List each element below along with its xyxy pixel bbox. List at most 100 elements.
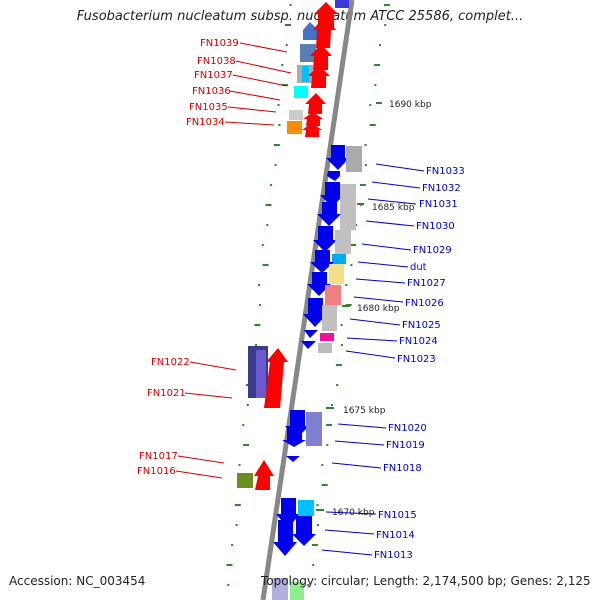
gc-dot (266, 224, 269, 226)
gene-arrow[interactable] (313, 16, 336, 48)
gene-label-right[interactable]: FN1026 (405, 298, 444, 309)
gene-label-right[interactable]: FN1020 (388, 423, 427, 434)
gc-dot (331, 404, 334, 406)
gene-label-right[interactable]: FN1024 (399, 336, 438, 347)
feature-track (237, 0, 362, 600)
gc-dot (234, 504, 241, 506)
gene-block[interactable] (335, 0, 349, 8)
gene-label-left[interactable]: FN1039 (200, 38, 239, 49)
gene-label-right[interactable]: FN1027 (407, 278, 446, 289)
gene-label-left[interactable]: FN1021 (147, 388, 186, 399)
gene-arrow[interactable] (303, 298, 327, 327)
gene-block[interactable] (322, 305, 337, 331)
gene-arrow[interactable] (264, 348, 288, 408)
gene-block[interactable] (298, 500, 314, 516)
gc-dot (226, 564, 233, 566)
gene-arrow[interactable] (273, 520, 297, 556)
gene-arrow[interactable] (302, 123, 322, 137)
gene-block[interactable] (306, 412, 322, 446)
gene-block[interactable] (237, 473, 253, 488)
gene-label-right[interactable]: FN1025 (402, 320, 441, 331)
gc-dot (340, 324, 343, 326)
gc-dot (379, 44, 382, 46)
gene-arrow[interactable] (308, 65, 330, 88)
gene-label-left[interactable]: FN1037 (194, 70, 233, 81)
gene-label-right[interactable]: FN1032 (422, 183, 461, 194)
gene-block[interactable] (325, 285, 341, 305)
left-gene-leaders (175, 42, 292, 479)
gc-dot (258, 304, 261, 306)
gene-block[interactable] (272, 578, 288, 600)
gene-arrow[interactable] (254, 460, 274, 490)
gc-dot (231, 544, 234, 546)
gene-label-right[interactable]: FN1014 (376, 530, 415, 541)
gc-dot (321, 484, 328, 486)
gene-arrow[interactable] (305, 93, 326, 114)
gene-label-right[interactable]: FN1031 (419, 199, 458, 210)
gc-dot (277, 104, 280, 106)
gene-label-left[interactable]: FN1017 (139, 451, 178, 462)
gene-arrow[interactable] (282, 428, 306, 447)
gc-dot (235, 524, 238, 526)
gc-dot (255, 344, 258, 346)
gene-arrow[interactable] (304, 330, 318, 338)
gene-label-right[interactable]: FN1019 (386, 440, 425, 451)
gc-dot (246, 404, 249, 406)
genome-backbone (260, 0, 355, 600)
position-tick-label: 1680 kbp (357, 304, 400, 314)
gene-arrow[interactable] (303, 112, 323, 126)
gene-label-right[interactable]: FN1029 (413, 245, 452, 256)
gene-block[interactable] (346, 146, 362, 172)
right-gene-leaders (321, 163, 425, 556)
gene-block[interactable] (318, 343, 332, 353)
gene-label-right[interactable]: FN1033 (426, 166, 465, 177)
gene-label-left[interactable]: FN1035 (189, 102, 228, 113)
gene-arrow[interactable] (301, 341, 316, 349)
gene-label-right[interactable]: FN1023 (397, 354, 436, 365)
gene-label-right[interactable]: FN1018 (383, 463, 422, 474)
gene-block[interactable] (289, 110, 303, 120)
gene-label-right[interactable]: FN1030 (416, 221, 455, 232)
gene-arrow[interactable] (310, 250, 334, 273)
gene-arrow[interactable] (326, 145, 349, 170)
gene-block[interactable] (302, 66, 309, 82)
gene-block[interactable] (287, 121, 302, 134)
gene-label-right[interactable]: FN1013 (374, 550, 413, 561)
gc-dot (355, 224, 358, 226)
gene-block[interactable] (340, 184, 356, 230)
gene-block[interactable] (332, 254, 346, 264)
gc-dot (374, 84, 377, 86)
gc-dot (359, 184, 366, 186)
gene-label-left[interactable]: FN1038 (197, 56, 236, 67)
gene-label-right[interactable]: dut (410, 262, 427, 273)
gc-dot (364, 144, 367, 146)
gc-dot (307, 584, 310, 586)
gene-label-left[interactable]: FN1016 (137, 466, 176, 477)
gene-block[interactable] (300, 44, 316, 62)
gene-arrow[interactable] (310, 44, 332, 70)
gc-dot (312, 564, 315, 566)
gene-label-right[interactable]: FN1015 (378, 510, 417, 521)
gene-block[interactable] (320, 333, 334, 341)
gene-block[interactable] (335, 230, 351, 254)
gc-dot (242, 424, 245, 426)
gene-label-left[interactable]: FN1022 (151, 357, 190, 368)
gene-block[interactable] (329, 264, 344, 284)
gc-dot (258, 284, 260, 286)
gene-block[interactable] (290, 582, 304, 600)
gene-arrow[interactable] (320, 182, 344, 207)
gene-arrow[interactable] (327, 171, 340, 181)
gc-dot (265, 204, 272, 206)
gene-label-left[interactable]: FN1034 (186, 117, 225, 128)
gene-arrow[interactable] (303, 22, 318, 40)
gc-dot (335, 364, 342, 366)
gc-dot (369, 124, 376, 126)
gene-label-left[interactable]: FN1036 (192, 86, 231, 97)
gene-arrow[interactable] (313, 226, 337, 252)
gene-arrow[interactable] (317, 202, 341, 226)
gene-arrow[interactable] (286, 456, 300, 462)
gene-block[interactable] (256, 350, 266, 398)
gene-block[interactable] (294, 86, 308, 98)
gene-arrow[interactable] (292, 516, 316, 546)
